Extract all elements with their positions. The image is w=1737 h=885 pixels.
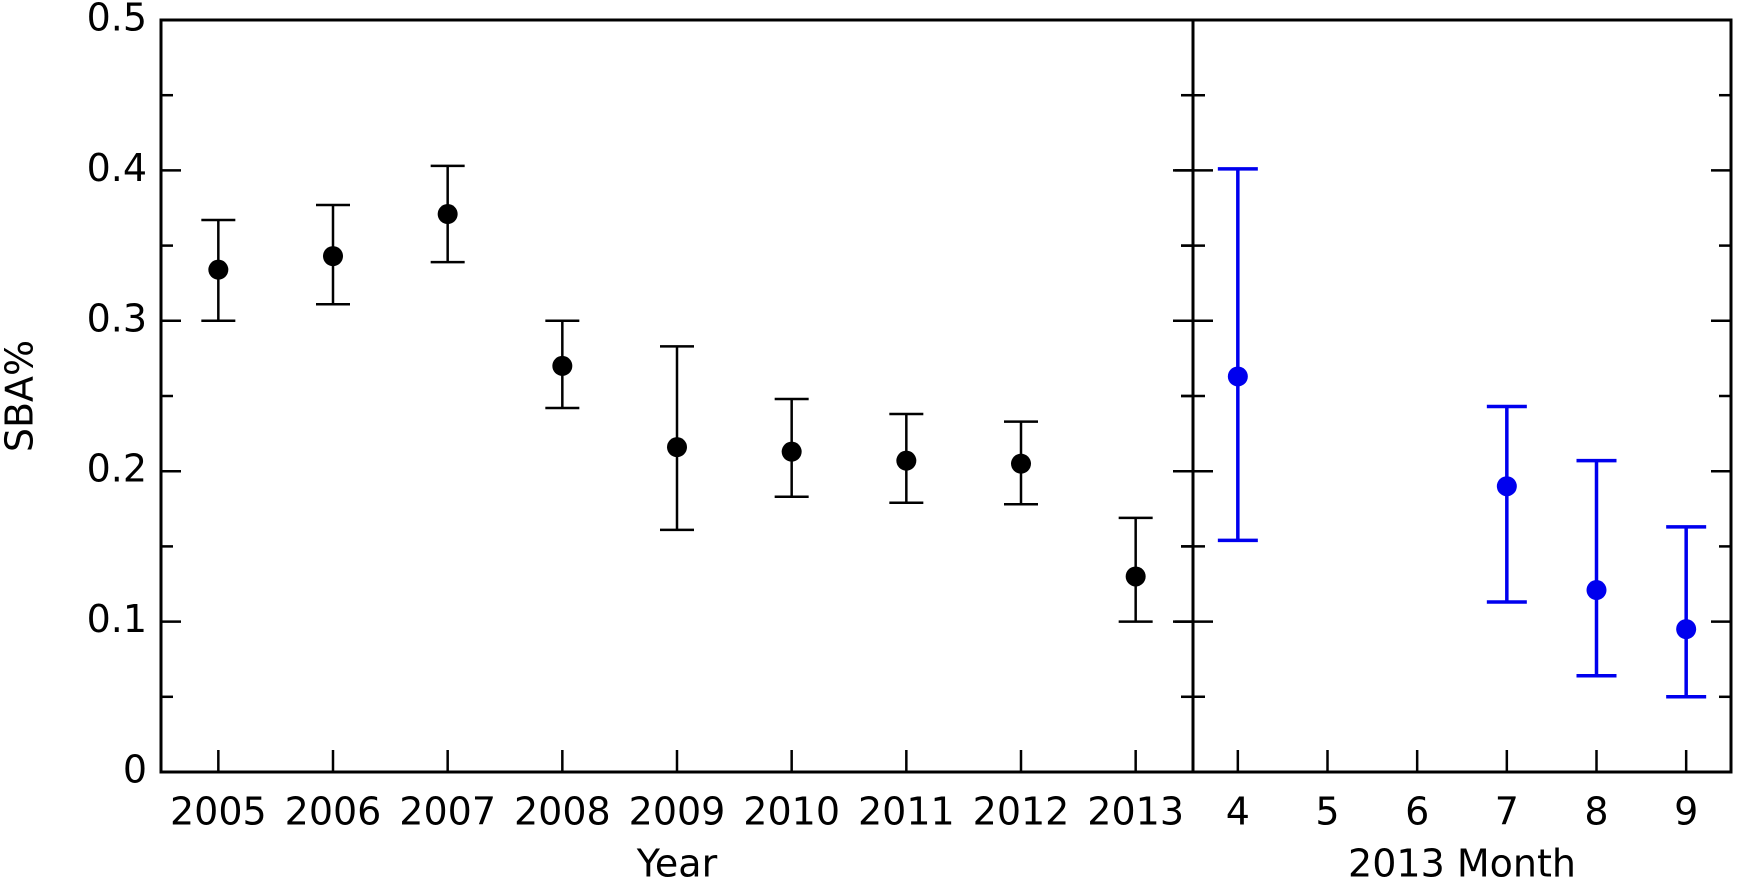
data-point — [781, 441, 802, 462]
data-point — [1125, 566, 1146, 587]
x-tick-label: 2013 — [1087, 790, 1184, 834]
y-tick-label: 0 — [123, 748, 147, 792]
data-point — [1586, 580, 1607, 601]
data-point — [1676, 619, 1697, 640]
x-tick-label: 9 — [1674, 790, 1698, 834]
x-tick-label: 2009 — [629, 790, 726, 834]
y-tick-label: 0.5 — [87, 0, 147, 40]
data-point — [896, 450, 917, 471]
data-point — [1227, 366, 1248, 387]
y-axis-title: SBA% — [0, 340, 42, 452]
x-axis-title: Year — [636, 842, 718, 885]
x-tick-label: 2007 — [399, 790, 496, 834]
error-bar — [1666, 525, 1707, 699]
data-point — [1496, 476, 1517, 497]
x-tick-label: 8 — [1584, 790, 1608, 834]
data-point — [1011, 453, 1031, 474]
data-point — [552, 355, 573, 376]
x-tick-label: 6 — [1405, 790, 1429, 834]
data-point — [208, 259, 229, 280]
error-bar — [1486, 404, 1527, 604]
x-tick-label: 2011 — [858, 790, 955, 834]
x-axis-title: 2013 Month — [1348, 842, 1576, 885]
y-tick-label: 0.3 — [87, 296, 147, 340]
data-point — [323, 246, 343, 267]
data-point — [437, 204, 458, 225]
data-point — [667, 437, 687, 458]
y-tick-label: 0.4 — [87, 146, 147, 190]
x-tick-label: 7 — [1495, 790, 1519, 834]
plot-frame — [1191, 18, 1733, 774]
x-tick-label: 2012 — [973, 790, 1070, 834]
x-tick-label: 5 — [1315, 790, 1339, 834]
y-tick-label: 0.2 — [87, 447, 147, 491]
y-tick-label: 0.1 — [87, 597, 147, 641]
x-tick-label: 2006 — [285, 790, 382, 834]
x-tick-label: 2010 — [743, 790, 840, 834]
error-bar — [1576, 458, 1617, 678]
error-bar — [1217, 167, 1258, 543]
x-tick-label: 4 — [1226, 790, 1250, 834]
x-tick-label: 2008 — [514, 790, 611, 834]
x-tick-label: 2005 — [170, 790, 267, 834]
